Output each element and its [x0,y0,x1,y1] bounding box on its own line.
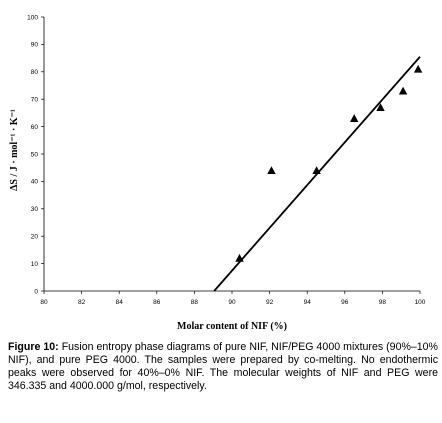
x-tick-label: 80 [40,299,48,306]
data-point-triangle [235,253,244,262]
x-tick-label: 92 [266,299,274,306]
y-tick-label: 100 [27,14,38,21]
y-tick-label: 50 [31,151,39,158]
x-tick-label: 96 [341,299,349,306]
y-tick-label: 10 [31,261,39,268]
y-tick-label: 40 [31,179,39,186]
caption-label: Figure 10: [8,341,59,353]
y-tick-label: 80 [31,69,39,76]
data-point-triangle [350,114,359,122]
x-tick-label: 94 [304,299,312,306]
x-tick-label: 86 [153,299,161,306]
figure-caption: Figure 10: Fusion entropy phase diagrams… [8,341,438,393]
axes: 80 82 84 86 88 90 92 94 96 98 100 0 10 20 30 40 50 60 70 80… [27,14,426,306]
data-point-triangle [267,166,276,175]
x-tick-label: 84 [116,299,124,306]
caption-text: Fusion entropy phase diagrams of pure NI… [8,341,438,392]
data-points [235,64,423,262]
y-tick-label: 30 [31,206,39,213]
y-tick-label: 60 [31,124,39,131]
y-tick-label: 90 [31,42,39,49]
data-point-triangle [312,166,321,175]
x-tick-label: 98 [379,299,387,306]
data-point-triangle [398,86,408,95]
x-tick-label: 90 [228,299,236,306]
x-tick-label: 82 [78,299,86,306]
x-axis-title: Molar content of NIF (%) [177,321,287,332]
y-axis-title: ΔS / J · mol⁻¹ · K⁻¹ [9,109,20,191]
data-point-triangle [413,64,423,73]
data-point-triangle [376,103,385,111]
y-tick-label: 20 [31,234,39,241]
entropy-scatter-chart: 80 82 84 86 88 90 92 94 96 98 100 0 10 20 30 40 50 60 70 80… [9,14,426,332]
x-tick-label: 88 [191,299,199,306]
y-tick-label: 0 [34,288,38,295]
x-tick-label: 100 [415,299,426,306]
y-tick-label: 70 [31,97,39,104]
